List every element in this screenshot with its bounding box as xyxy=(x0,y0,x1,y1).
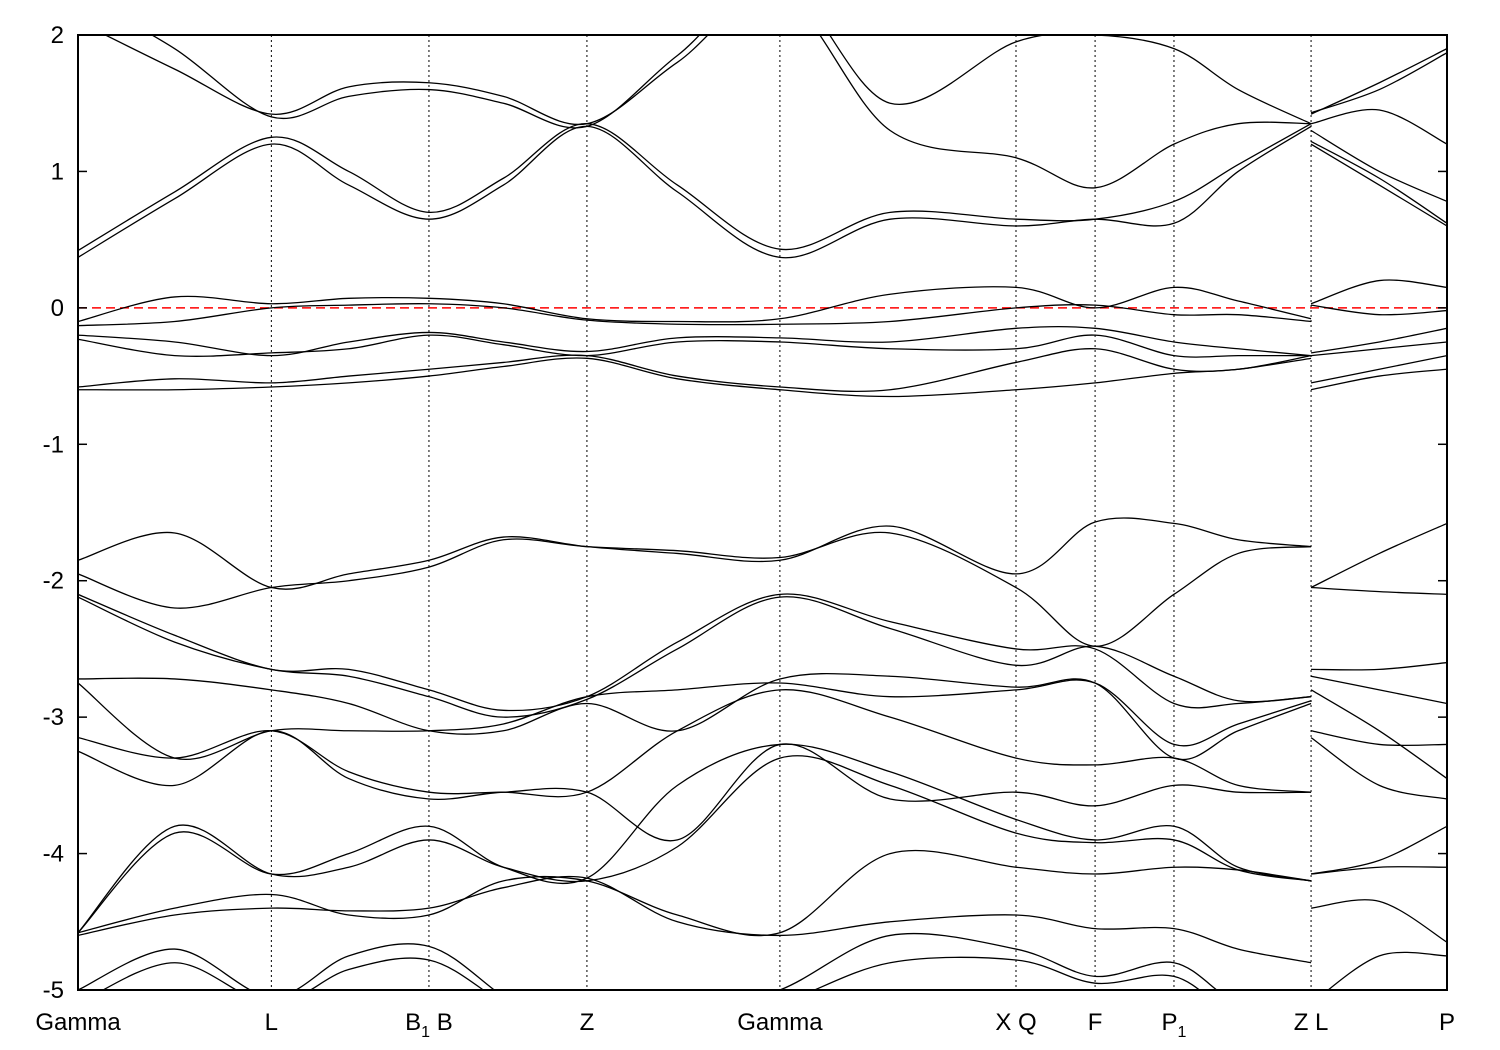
band-line-seg0-14 xyxy=(78,672,1312,761)
band-line-seg1-4 xyxy=(1310,129,1447,203)
band-line-seg0-4 xyxy=(78,286,1312,323)
band-line-seg1-14 xyxy=(1311,661,1447,671)
band-line-seg0-16 xyxy=(78,689,1312,798)
y-tick-label: -3 xyxy=(43,704,64,731)
band-line-seg1-11 xyxy=(1310,368,1447,391)
band-line-seg1-3 xyxy=(1310,140,1447,224)
band-line-seg0-11 xyxy=(78,531,1312,647)
bands-group xyxy=(78,35,1447,990)
y-tick-label: -2 xyxy=(43,568,64,595)
band-line-seg1-8 xyxy=(1310,327,1447,354)
band-line-seg0-15 xyxy=(78,679,1312,760)
band-line-seg1-17 xyxy=(1310,730,1447,747)
symmetry-lines xyxy=(270,35,1312,990)
y-tick-label: -4 xyxy=(43,841,64,868)
y-tick-label: -1 xyxy=(43,431,64,458)
band-line-seg0-22 xyxy=(78,932,1218,990)
band-line-seg0-18 xyxy=(78,743,1312,934)
band-line-seg0-0 xyxy=(78,125,1312,259)
band-line-seg1-18 xyxy=(1310,737,1447,800)
band-line-seg0-7 xyxy=(78,334,1312,358)
x-tick-label: P xyxy=(1439,1009,1455,1036)
x-tick-label: P1 xyxy=(1162,1009,1187,1041)
plot-frame xyxy=(77,34,1448,991)
band-line-seg0-17 xyxy=(78,730,1312,842)
band-line-seg0-3 xyxy=(150,35,1312,129)
band-line-seg0-12 xyxy=(78,593,1312,712)
band-line-seg1-1 xyxy=(1310,52,1447,114)
y-axis: 2 1 0 -1 -2 -3 -4 -5 xyxy=(43,22,1447,1004)
band-line-seg1-6 xyxy=(1310,279,1447,305)
x-tick-label: Z xyxy=(580,1009,595,1036)
x-axis: Gamma L B1 B Z Gamma X Q F P1 Z L P xyxy=(35,1009,1455,1041)
band-line-seg1-20 xyxy=(1311,866,1447,875)
band-line-seg0-13 xyxy=(78,596,1312,718)
band-line-seg0-21 xyxy=(78,875,1312,964)
band-line-seg1-15 xyxy=(1310,675,1447,705)
band-line-seg0-2 xyxy=(103,35,1312,189)
band-line-seg0-5 xyxy=(78,303,1312,327)
band-line-seg1-21 xyxy=(1311,899,1447,943)
band-line-seg1-16 xyxy=(1310,689,1447,780)
band-line-seg1-0 xyxy=(1310,48,1447,115)
band-line-seg1-12 xyxy=(1310,522,1447,589)
band-line-seg1-10 xyxy=(1310,354,1447,384)
y-tick-label: 2 xyxy=(51,22,64,49)
band-line-seg0-10 xyxy=(78,517,1312,590)
band-line-seg0-8 xyxy=(78,348,1312,393)
band-line-seg1-19 xyxy=(1310,825,1447,875)
band-line-seg1-2 xyxy=(1310,108,1447,145)
band-line-seg0-1 xyxy=(78,123,1312,252)
band-line-seg1-9 xyxy=(1311,341,1447,357)
band-line-seg1-5 xyxy=(1310,143,1447,227)
band-line-seg0-20 xyxy=(78,849,1312,937)
band-line-seg1-7 xyxy=(1310,304,1447,316)
band-line-seg1-22 xyxy=(1327,951,1447,990)
y-tick-label: -5 xyxy=(43,977,64,1004)
x-tick-label: F xyxy=(1088,1009,1103,1036)
band-line-seg0-9 xyxy=(78,357,1312,398)
band-line-seg0-19 xyxy=(78,755,1312,934)
y-tick-label: 1 xyxy=(51,158,64,185)
x-tick-label: Gamma xyxy=(35,1009,121,1036)
x-tick-label: L xyxy=(265,1009,278,1036)
x-tick-label: Gamma xyxy=(737,1009,823,1036)
band-line-seg0-23 xyxy=(101,956,1201,990)
y-tick-label: 0 xyxy=(51,295,64,322)
x-tick-label: B1 B xyxy=(405,1009,453,1041)
x-tick-label: X Q xyxy=(995,1009,1036,1036)
band-line-seg1-13 xyxy=(1311,586,1447,596)
x-tick-label: Z L xyxy=(1294,1009,1329,1036)
band-line-seg0-6 xyxy=(78,325,1312,357)
